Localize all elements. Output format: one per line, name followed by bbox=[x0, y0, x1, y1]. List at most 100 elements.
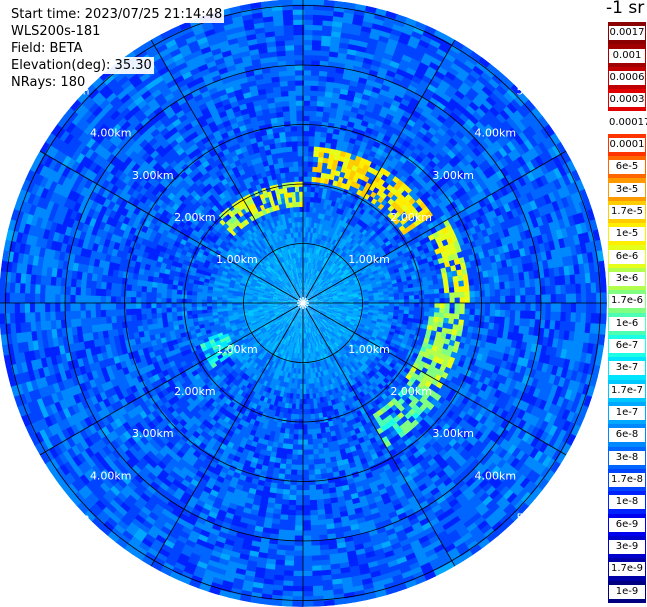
range-gate bbox=[303, 64, 313, 71]
range-gate bbox=[328, 56, 339, 63]
range-gate bbox=[310, 75, 320, 82]
range-gate bbox=[335, 144, 343, 151]
range-gate bbox=[307, 161, 314, 167]
range-gate bbox=[414, 303, 420, 308]
range-gate bbox=[401, 26, 415, 37]
range-gate bbox=[325, 81, 335, 88]
range-gate bbox=[333, 240, 339, 247]
range-gate bbox=[309, 278, 313, 285]
range-gate bbox=[339, 208, 345, 216]
range-gate bbox=[341, 226, 347, 234]
range-gate bbox=[524, 310, 531, 320]
range-gate bbox=[313, 141, 321, 148]
range-gate bbox=[461, 45, 475, 57]
range-gate bbox=[424, 88, 436, 98]
range-gate bbox=[397, 200, 406, 209]
range-gate bbox=[455, 53, 469, 65]
range-gate bbox=[329, 215, 335, 223]
range-gate bbox=[439, 303, 446, 309]
range-gate bbox=[426, 83, 439, 94]
range-gate bbox=[327, 158, 335, 165]
range-gate bbox=[442, 75, 455, 86]
range-gate bbox=[331, 30, 343, 38]
range-gate bbox=[477, 75, 490, 87]
range-gate bbox=[478, 57, 492, 69]
range-gate bbox=[338, 47, 349, 55]
range-gate bbox=[321, 274, 327, 280]
range-gate bbox=[335, 253, 341, 260]
range-gate bbox=[316, 259, 321, 266]
range-gate bbox=[330, 102, 340, 109]
range-gate bbox=[323, 269, 329, 276]
range-gate bbox=[329, 112, 338, 119]
range-gate bbox=[303, 191, 308, 197]
range-gate bbox=[333, 154, 341, 161]
range-gate bbox=[303, 287, 305, 293]
range-gate bbox=[332, 271, 338, 277]
range-gate bbox=[377, 93, 388, 102]
range-gate bbox=[303, 90, 312, 96]
range-gate bbox=[312, 39, 323, 46]
range-gate bbox=[321, 35, 333, 42]
range-gate bbox=[322, 157, 330, 164]
range-gate bbox=[338, 98, 348, 106]
range-gate bbox=[388, 296, 395, 301]
range-gate bbox=[438, 97, 450, 108]
range-gate bbox=[464, 59, 477, 71]
range-gate bbox=[307, 283, 311, 289]
range-gate bbox=[315, 125, 323, 133]
range-gate bbox=[308, 290, 313, 295]
range-gate bbox=[407, 39, 420, 50]
range-gate bbox=[315, 253, 319, 260]
range-gate bbox=[314, 282, 319, 288]
range-gate bbox=[333, 228, 339, 235]
range-gate bbox=[340, 145, 349, 153]
range-gate bbox=[342, 199, 349, 207]
range-gate bbox=[303, 100, 311, 106]
range-gate bbox=[310, 291, 315, 296]
range-gate bbox=[305, 221, 309, 228]
range-gate bbox=[304, 262, 306, 268]
range-gate bbox=[339, 243, 346, 250]
range-gate bbox=[480, 71, 493, 83]
range-gate bbox=[341, 245, 348, 252]
range-gate bbox=[313, 288, 319, 293]
range-gate bbox=[324, 230, 330, 237]
range-gate bbox=[386, 69, 397, 79]
range-gate bbox=[400, 98, 411, 107]
range-gate bbox=[580, 303, 587, 315]
range-gate bbox=[309, 100, 318, 107]
range-gate bbox=[530, 303, 537, 313]
range-gate bbox=[322, 14, 335, 22]
range-gate bbox=[307, 231, 311, 238]
range-gate bbox=[316, 243, 321, 250]
range-gate bbox=[309, 291, 314, 296]
range-gate bbox=[475, 107, 487, 119]
range-gate bbox=[335, 246, 341, 253]
range-gate bbox=[374, 49, 386, 58]
range-gate bbox=[329, 46, 341, 53]
range-gate bbox=[331, 25, 343, 33]
range-gate bbox=[489, 309, 496, 318]
range-gate bbox=[347, 237, 354, 244]
range-gate bbox=[334, 212, 340, 219]
range-gate bbox=[331, 269, 337, 275]
range-gate bbox=[316, 110, 324, 117]
range-gate bbox=[401, 76, 413, 86]
range-gate bbox=[314, 253, 318, 260]
range-gate bbox=[330, 143, 338, 150]
range-gate bbox=[308, 283, 311, 289]
range-gate bbox=[464, 291, 471, 299]
range-gate bbox=[311, 64, 321, 71]
range-gate bbox=[401, 54, 414, 64]
range-gate bbox=[331, 238, 337, 246]
range-gate bbox=[492, 102, 505, 115]
range-gate bbox=[305, 277, 307, 283]
range-gate bbox=[469, 303, 476, 310]
range-gate bbox=[315, 264, 319, 271]
range-gate bbox=[330, 168, 337, 176]
range-gate bbox=[329, 255, 335, 262]
range-gate bbox=[325, 252, 330, 259]
range-gate bbox=[333, 82, 343, 89]
range-gate bbox=[305, 287, 307, 294]
